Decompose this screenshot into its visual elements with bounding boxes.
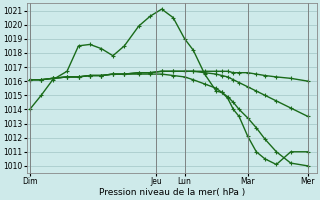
X-axis label: Pression niveau de la mer( hPa ): Pression niveau de la mer( hPa ) [99, 188, 245, 197]
